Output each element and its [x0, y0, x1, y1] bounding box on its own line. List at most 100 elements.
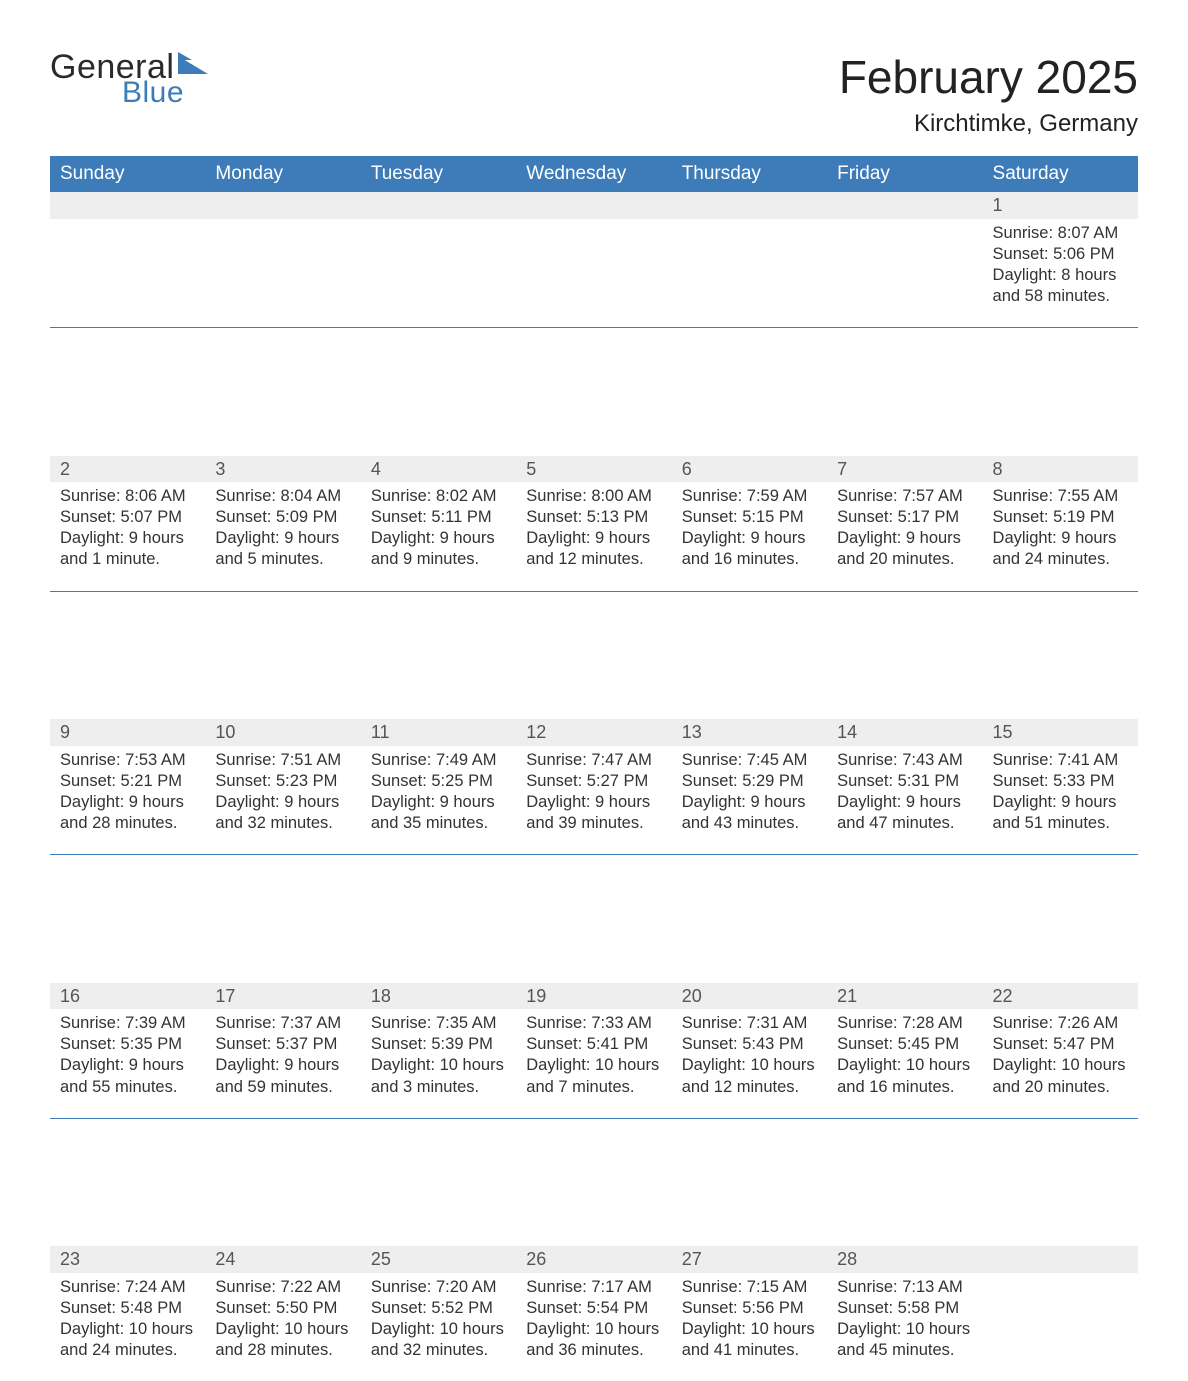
day-number: 27: [672, 1246, 827, 1273]
calendar-cell: 20Sunrise: 7:31 AMSunset: 5:43 PMDayligh…: [672, 983, 827, 1119]
day-details: Sunrise: 7:57 AMSunset: 5:17 PMDaylight:…: [827, 482, 982, 570]
day-number: 1: [983, 192, 1138, 219]
sunrise-line: Sunrise: 7:13 AM: [837, 1277, 972, 1298]
day-details: Sunrise: 7:59 AMSunset: 5:15 PMDaylight:…: [672, 482, 827, 570]
calendar-cell: 25Sunrise: 7:20 AMSunset: 5:52 PMDayligh…: [361, 1246, 516, 1381]
day-details: Sunrise: 7:45 AMSunset: 5:29 PMDaylight:…: [672, 746, 827, 834]
location: Kirchtimke, Germany: [839, 110, 1138, 138]
calendar-cell: 0: [205, 192, 360, 328]
daylight-line: Daylight: 10 hours and 45 minutes.: [837, 1319, 972, 1361]
day-number: 5: [516, 456, 671, 483]
day-details: Sunrise: 7:31 AMSunset: 5:43 PMDaylight:…: [672, 1009, 827, 1097]
daylight-line: Daylight: 9 hours and 43 minutes.: [682, 792, 817, 834]
daylight-line: Daylight: 10 hours and 41 minutes.: [682, 1319, 817, 1361]
calendar-cell: 8Sunrise: 7:55 AMSunset: 5:19 PMDaylight…: [983, 456, 1138, 592]
calendar-cell: 11Sunrise: 7:49 AMSunset: 5:25 PMDayligh…: [361, 719, 516, 855]
daylight-line: Daylight: 10 hours and 7 minutes.: [526, 1055, 661, 1097]
sunset-line: Sunset: 5:09 PM: [215, 507, 350, 528]
day-details: Sunrise: 7:53 AMSunset: 5:21 PMDaylight:…: [50, 746, 205, 834]
day-number: 10: [205, 719, 360, 746]
day-number: 7: [827, 456, 982, 483]
week-divider: [50, 328, 1138, 456]
day-number: 6: [672, 456, 827, 483]
sunset-line: Sunset: 5:27 PM: [526, 771, 661, 792]
sunset-line: Sunset: 5:37 PM: [215, 1034, 350, 1055]
day-number: 18: [361, 983, 516, 1010]
sunrise-line: Sunrise: 7:51 AM: [215, 750, 350, 771]
calendar-cell: 6Sunrise: 7:59 AMSunset: 5:15 PMDaylight…: [672, 456, 827, 592]
sunrise-line: Sunrise: 7:33 AM: [526, 1013, 661, 1034]
day-number: 2: [50, 456, 205, 483]
sunrise-line: Sunrise: 7:59 AM: [682, 486, 817, 507]
calendar-cell: 0: [50, 192, 205, 328]
sunrise-line: Sunrise: 7:20 AM: [371, 1277, 506, 1298]
daylight-line: Daylight: 10 hours and 16 minutes.: [837, 1055, 972, 1097]
day-number: 0: [983, 1246, 1138, 1273]
sunset-line: Sunset: 5:48 PM: [60, 1298, 195, 1319]
sunrise-line: Sunrise: 7:49 AM: [371, 750, 506, 771]
day-number: 0: [827, 192, 982, 219]
day-number: 0: [50, 192, 205, 219]
daylight-line: Daylight: 9 hours and 47 minutes.: [837, 792, 972, 834]
calendar-week: 0000001Sunrise: 8:07 AMSunset: 5:06 PMDa…: [50, 192, 1138, 328]
calendar-week: 16Sunrise: 7:39 AMSunset: 5:35 PMDayligh…: [50, 983, 1138, 1119]
sunset-line: Sunset: 5:58 PM: [837, 1298, 972, 1319]
day-details: Sunrise: 8:07 AMSunset: 5:06 PMDaylight:…: [983, 219, 1138, 307]
day-details: Sunrise: 7:13 AMSunset: 5:58 PMDaylight:…: [827, 1273, 982, 1361]
calendar-cell: 3Sunrise: 8:04 AMSunset: 5:09 PMDaylight…: [205, 456, 360, 592]
daylight-line: Daylight: 9 hours and 28 minutes.: [60, 792, 195, 834]
calendar-cell: 21Sunrise: 7:28 AMSunset: 5:45 PMDayligh…: [827, 983, 982, 1119]
sunset-line: Sunset: 5:19 PM: [993, 507, 1128, 528]
calendar-cell: 17Sunrise: 7:37 AMSunset: 5:37 PMDayligh…: [205, 983, 360, 1119]
sunrise-line: Sunrise: 7:17 AM: [526, 1277, 661, 1298]
daylight-line: Daylight: 8 hours and 58 minutes.: [993, 265, 1128, 307]
day-details: Sunrise: 7:22 AMSunset: 5:50 PMDaylight:…: [205, 1273, 360, 1361]
day-number: 16: [50, 983, 205, 1010]
sunrise-line: Sunrise: 7:45 AM: [682, 750, 817, 771]
day-details: Sunrise: 7:33 AMSunset: 5:41 PMDaylight:…: [516, 1009, 671, 1097]
calendar-cell: 12Sunrise: 7:47 AMSunset: 5:27 PMDayligh…: [516, 719, 671, 855]
calendar-cell: 15Sunrise: 7:41 AMSunset: 5:33 PMDayligh…: [983, 719, 1138, 855]
sunset-line: Sunset: 5:06 PM: [993, 244, 1128, 265]
weekday-header: Saturday: [983, 156, 1138, 192]
sunrise-line: Sunrise: 8:04 AM: [215, 486, 350, 507]
day-details: Sunrise: 7:43 AMSunset: 5:31 PMDaylight:…: [827, 746, 982, 834]
daylight-line: Daylight: 10 hours and 36 minutes.: [526, 1319, 661, 1361]
day-details: Sunrise: 8:06 AMSunset: 5:07 PMDaylight:…: [50, 482, 205, 570]
sunset-line: Sunset: 5:35 PM: [60, 1034, 195, 1055]
sunset-line: Sunset: 5:13 PM: [526, 507, 661, 528]
daylight-line: Daylight: 10 hours and 12 minutes.: [682, 1055, 817, 1097]
sunset-line: Sunset: 5:39 PM: [371, 1034, 506, 1055]
sunrise-line: Sunrise: 7:31 AM: [682, 1013, 817, 1034]
daylight-line: Daylight: 10 hours and 24 minutes.: [60, 1319, 195, 1361]
weekday-header: Sunday: [50, 156, 205, 192]
day-number: 3: [205, 456, 360, 483]
calendar-week: 23Sunrise: 7:24 AMSunset: 5:48 PMDayligh…: [50, 1246, 1138, 1381]
sunrise-line: Sunrise: 7:41 AM: [993, 750, 1128, 771]
sunset-line: Sunset: 5:17 PM: [837, 507, 972, 528]
day-number: 9: [50, 719, 205, 746]
sunset-line: Sunset: 5:47 PM: [993, 1034, 1128, 1055]
sunrise-line: Sunrise: 7:26 AM: [993, 1013, 1128, 1034]
sunset-line: Sunset: 5:54 PM: [526, 1298, 661, 1319]
day-details: Sunrise: 7:35 AMSunset: 5:39 PMDaylight:…: [361, 1009, 516, 1097]
daylight-line: Daylight: 9 hours and 12 minutes.: [526, 528, 661, 570]
calendar-cell: 4Sunrise: 8:02 AMSunset: 5:11 PMDaylight…: [361, 456, 516, 592]
week-divider: [50, 1118, 1138, 1246]
sunrise-line: Sunrise: 7:47 AM: [526, 750, 661, 771]
calendar-week: 2Sunrise: 8:06 AMSunset: 5:07 PMDaylight…: [50, 456, 1138, 592]
sunrise-line: Sunrise: 7:28 AM: [837, 1013, 972, 1034]
day-number: 23: [50, 1246, 205, 1273]
sunrise-line: Sunrise: 8:00 AM: [526, 486, 661, 507]
day-details: Sunrise: 7:51 AMSunset: 5:23 PMDaylight:…: [205, 746, 360, 834]
daylight-line: Daylight: 10 hours and 20 minutes.: [993, 1055, 1128, 1097]
day-details: Sunrise: 7:49 AMSunset: 5:25 PMDaylight:…: [361, 746, 516, 834]
sunset-line: Sunset: 5:25 PM: [371, 771, 506, 792]
day-number: 28: [827, 1246, 982, 1273]
daylight-line: Daylight: 9 hours and 20 minutes.: [837, 528, 972, 570]
calendar-cell: 0: [827, 192, 982, 328]
weekday-header: Friday: [827, 156, 982, 192]
daylight-line: Daylight: 9 hours and 24 minutes.: [993, 528, 1128, 570]
day-details: Sunrise: 7:26 AMSunset: 5:47 PMDaylight:…: [983, 1009, 1138, 1097]
sunrise-line: Sunrise: 7:24 AM: [60, 1277, 195, 1298]
